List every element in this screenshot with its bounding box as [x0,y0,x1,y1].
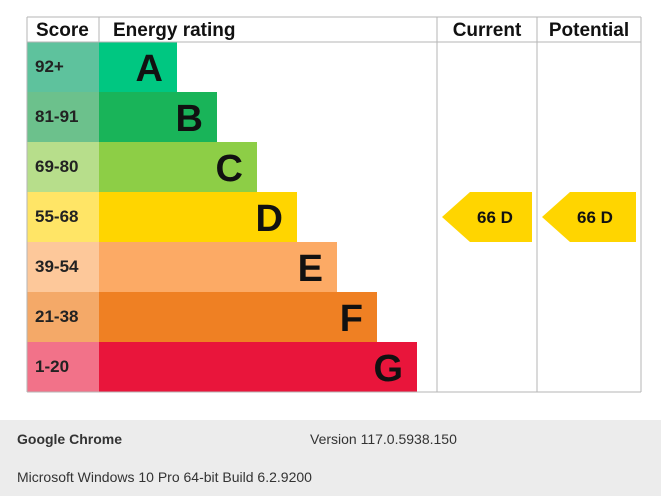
score-range-b: 81-91 [35,107,78,126]
score-range-c: 69-80 [35,157,78,176]
os-info: Microsoft Windows 10 Pro 64-bit Build 6.… [17,469,312,485]
score-range-g: 1-20 [35,357,69,376]
score-cell-b [27,92,99,142]
score-cell-d [27,192,99,242]
score-cell-e [27,242,99,292]
rating-letter-c: C [216,148,243,190]
score-cell-f [27,292,99,342]
browser-version: Version 117.0.5938.150 [310,431,457,447]
rating-letter-f: F [340,298,363,340]
score-range-a: 92+ [35,57,64,76]
potential-header: Potential [549,20,629,41]
current-rating-label: 66 D [477,208,513,227]
current-rating-arrow [442,192,532,242]
rating-bar-d [99,192,297,242]
energy-rating-chart: Score Energy rating Current Potential 92+ A 81… [26,16,642,393]
rating-letter-a: A [136,48,163,90]
current-header: Current [453,20,522,41]
rating-header: Energy rating [113,20,235,41]
rating-bar-e [99,242,337,292]
score-cell-c [27,142,99,192]
score-range-d: 55-68 [35,207,78,226]
score-range-f: 21-38 [35,307,78,326]
score-header: Score [36,20,89,41]
rating-letter-d: D [256,198,283,240]
environment-footer: Google Chrome Version 117.0.5938.150 Mic… [0,420,661,496]
score-cell-g [27,342,99,392]
rating-letter-g: G [373,348,403,390]
score-cell-a [27,42,99,92]
epc-chart-svg: Score Energy rating Current Potential 92+ A 81… [26,16,642,393]
rating-bar-a [99,42,177,92]
rating-letter-b: B [176,98,203,140]
rating-bar-g [99,342,417,392]
potential-rating-label: 66 D [577,208,613,227]
rating-bar-b [99,92,217,142]
score-range-e: 39-54 [35,257,79,276]
rating-bar-f [99,292,377,342]
rating-bar-c [99,142,257,192]
potential-rating-arrow [542,192,636,242]
browser-name: Google Chrome [17,431,123,447]
rating-letter-e: E [298,248,323,290]
